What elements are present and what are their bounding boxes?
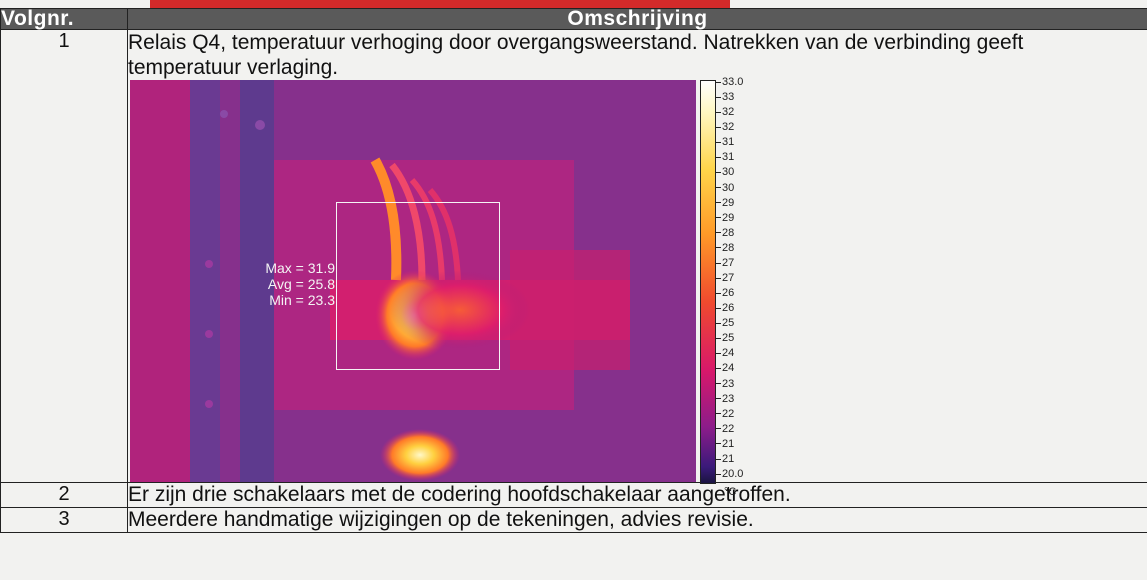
temperature-scale-labels: 33.0 33 32 32 31 31 30 30 29 29 28 28 27 27 26 26 25 25 24… bbox=[716, 76, 776, 482]
scale-tick-label: 33.0 bbox=[716, 76, 743, 88]
row-description: Meerdere handmatige wijzigingen op de te… bbox=[127, 507, 1147, 533]
scale-unit: °C bbox=[724, 486, 737, 498]
scale-tick-label: 29 bbox=[716, 212, 734, 224]
header-accent-bar bbox=[150, 0, 730, 8]
stat-avg: Avg = 25.8 bbox=[267, 276, 335, 292]
scale-tick-label: 22 bbox=[716, 408, 734, 420]
row-description: Relais Q4, temperatuur verhoging door ov… bbox=[128, 31, 1024, 79]
scale-tick-label: 26 bbox=[716, 302, 734, 314]
scale-tick-label: 32 bbox=[716, 121, 734, 133]
temperature-color-scale bbox=[700, 80, 716, 484]
row-number: 1 bbox=[0, 29, 128, 483]
scale-tick-label: 20.0 bbox=[716, 468, 743, 480]
scale-tick-label: 23 bbox=[716, 393, 734, 405]
row-description: Er zijn drie schakelaars met de codering… bbox=[127, 482, 1147, 508]
scale-tick-label: 21 bbox=[716, 453, 734, 465]
row-number: 3 bbox=[0, 507, 128, 533]
table-header-row: Volgnr. Omschrijving bbox=[0, 8, 1147, 30]
scale-tick-label: 23 bbox=[716, 378, 734, 390]
thermal-image-figure: Max = 31.9 Avg = 25.8 Min = 23.3 33.0 33 3… bbox=[130, 76, 1147, 498]
measurement-box bbox=[336, 202, 500, 370]
scale-tick-label: 28 bbox=[716, 242, 734, 254]
row-description-cell: Relais Q4, temperatuur verhoging door ov… bbox=[127, 29, 1147, 498]
scale-tick-label: 31 bbox=[716, 151, 734, 163]
table-row: 1 Relais Q4, temperatuur verhoging door … bbox=[0, 29, 1147, 498]
measurement-stats: Max = 31.9 Avg = 25.8 Min = 23.3 bbox=[243, 260, 335, 308]
scale-tick-label: 22 bbox=[716, 423, 734, 435]
scale-tick-label: 27 bbox=[716, 272, 734, 284]
stat-min: Min = 23.3 bbox=[269, 292, 335, 308]
scale-tick-label: 28 bbox=[716, 227, 734, 239]
scale-tick-label: 25 bbox=[716, 317, 734, 329]
thermal-image: Max = 31.9 Avg = 25.8 Min = 23.3 bbox=[130, 80, 696, 482]
table-row: 3 Meerdere handmatige wijzigingen op de … bbox=[0, 507, 1147, 533]
row-number: 2 bbox=[0, 482, 128, 508]
scale-tick-label: 30 bbox=[716, 182, 734, 194]
scale-tick-label: 33 bbox=[716, 91, 734, 103]
scale-tick-label: 32 bbox=[716, 106, 734, 118]
scale-tick-label: 31 bbox=[716, 136, 734, 148]
table-row: 2 Er zijn drie schakelaars met de coderi… bbox=[0, 482, 1147, 508]
scale-tick-label: 24 bbox=[716, 347, 734, 359]
column-header-description: Omschrijving bbox=[127, 8, 1147, 30]
scale-tick-label: 30 bbox=[716, 166, 734, 178]
stat-max: Max = 31.9 bbox=[265, 260, 335, 276]
column-header-number: Volgnr. bbox=[0, 8, 128, 30]
scale-tick-label: 26 bbox=[716, 287, 734, 299]
scale-tick-label: 21 bbox=[716, 438, 734, 450]
scale-tick-label: 27 bbox=[716, 257, 734, 269]
findings-table: Volgnr. Omschrijving 1 Relais Q4, temper… bbox=[0, 8, 1147, 533]
thermal-picture bbox=[130, 80, 696, 482]
scale-tick-label: 25 bbox=[716, 332, 734, 344]
scale-tick-label: 24 bbox=[716, 362, 734, 374]
scale-tick-label: 29 bbox=[716, 197, 734, 209]
